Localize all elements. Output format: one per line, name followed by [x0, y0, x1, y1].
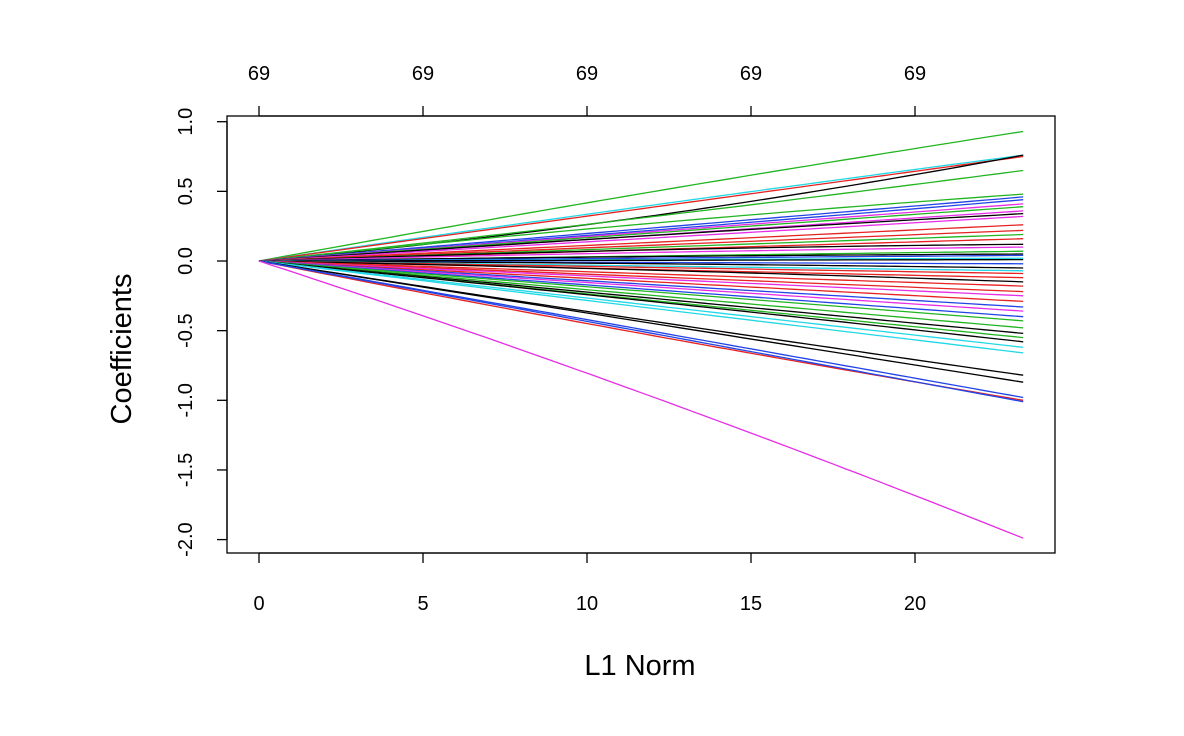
coef-path-path-26 — [258, 260, 1024, 269]
coef-path-path-3 — [258, 155, 1024, 262]
coef-path-path-33 — [258, 260, 1024, 297]
coef-path-path-34 — [258, 260, 1024, 303]
coef-path-path-35 — [258, 260, 1024, 308]
coef-path-path-36 — [258, 260, 1024, 312]
coef-path-path-15 — [258, 229, 1024, 262]
series-layer — [258, 130, 1024, 539]
coef-path-path-31 — [258, 260, 1024, 287]
coef-path-path-46 — [258, 260, 1024, 383]
coef-path-path-1 — [258, 130, 1024, 262]
y-tick-label: -1.0 — [175, 383, 197, 417]
y-tick-label: 1.0 — [175, 108, 197, 136]
top-tick-label: 69 — [740, 63, 762, 85]
y-axis-title: Coefficients — [106, 274, 138, 425]
coef-path-path-30 — [258, 260, 1024, 283]
coef-path-path-21 — [258, 253, 1024, 262]
y-tick-label: 0.5 — [175, 177, 197, 205]
x-tick-label: 20 — [904, 593, 926, 615]
x-axis-title: L1 Norm — [584, 650, 695, 682]
y-tick-label: -1.5 — [175, 453, 197, 487]
y-tick-label: -0.5 — [175, 313, 197, 347]
top-tick-label: 69 — [904, 63, 926, 85]
y-tick-label: 0.0 — [175, 247, 197, 275]
coef-path-path-18 — [258, 243, 1024, 262]
coef-path-path-43 — [258, 260, 1024, 349]
coef-path-path-12 — [258, 212, 1024, 262]
coef-path-path-7 — [258, 196, 1024, 262]
coef-path-path-38 — [258, 260, 1024, 322]
coef-path-path-32 — [258, 260, 1024, 293]
coef-path-path-42 — [258, 260, 1024, 343]
coef-path-path-2 — [258, 154, 1024, 262]
coef-path-path-49 — [258, 260, 1024, 403]
axes-layer: 0 5 10 15 20 69 69 69 69 69 -2.0 -1.5 -1.0 -0.5 0.0 0.5… — [175, 63, 926, 615]
top-tick-label: 69 — [248, 63, 270, 85]
coef-path-path-6 — [258, 193, 1024, 262]
x-tick-label: 5 — [417, 593, 428, 615]
y-tick-label: -2.0 — [175, 522, 197, 556]
coef-path-path-19 — [258, 246, 1024, 262]
coef-path-path-40 — [258, 260, 1024, 335]
x-tick-label: 0 — [253, 593, 264, 615]
top-tick-label: 69 — [576, 63, 598, 85]
plot-area — [226, 115, 1056, 554]
coef-path-path-24 — [259, 258, 1024, 262]
coef-path-path-5 — [258, 169, 1024, 262]
coef-path-path-13 — [258, 215, 1024, 262]
x-tick-label: 15 — [740, 593, 762, 615]
top-tick-label: 69 — [412, 63, 434, 85]
coef-path-path-50 — [258, 260, 1024, 539]
coef-path-path-39 — [258, 260, 1024, 329]
coef-path-path-37 — [258, 260, 1024, 318]
coef-path-path-44 — [258, 260, 1024, 354]
x-tick-label: 10 — [576, 593, 598, 615]
coef-path-path-14 — [258, 224, 1024, 262]
